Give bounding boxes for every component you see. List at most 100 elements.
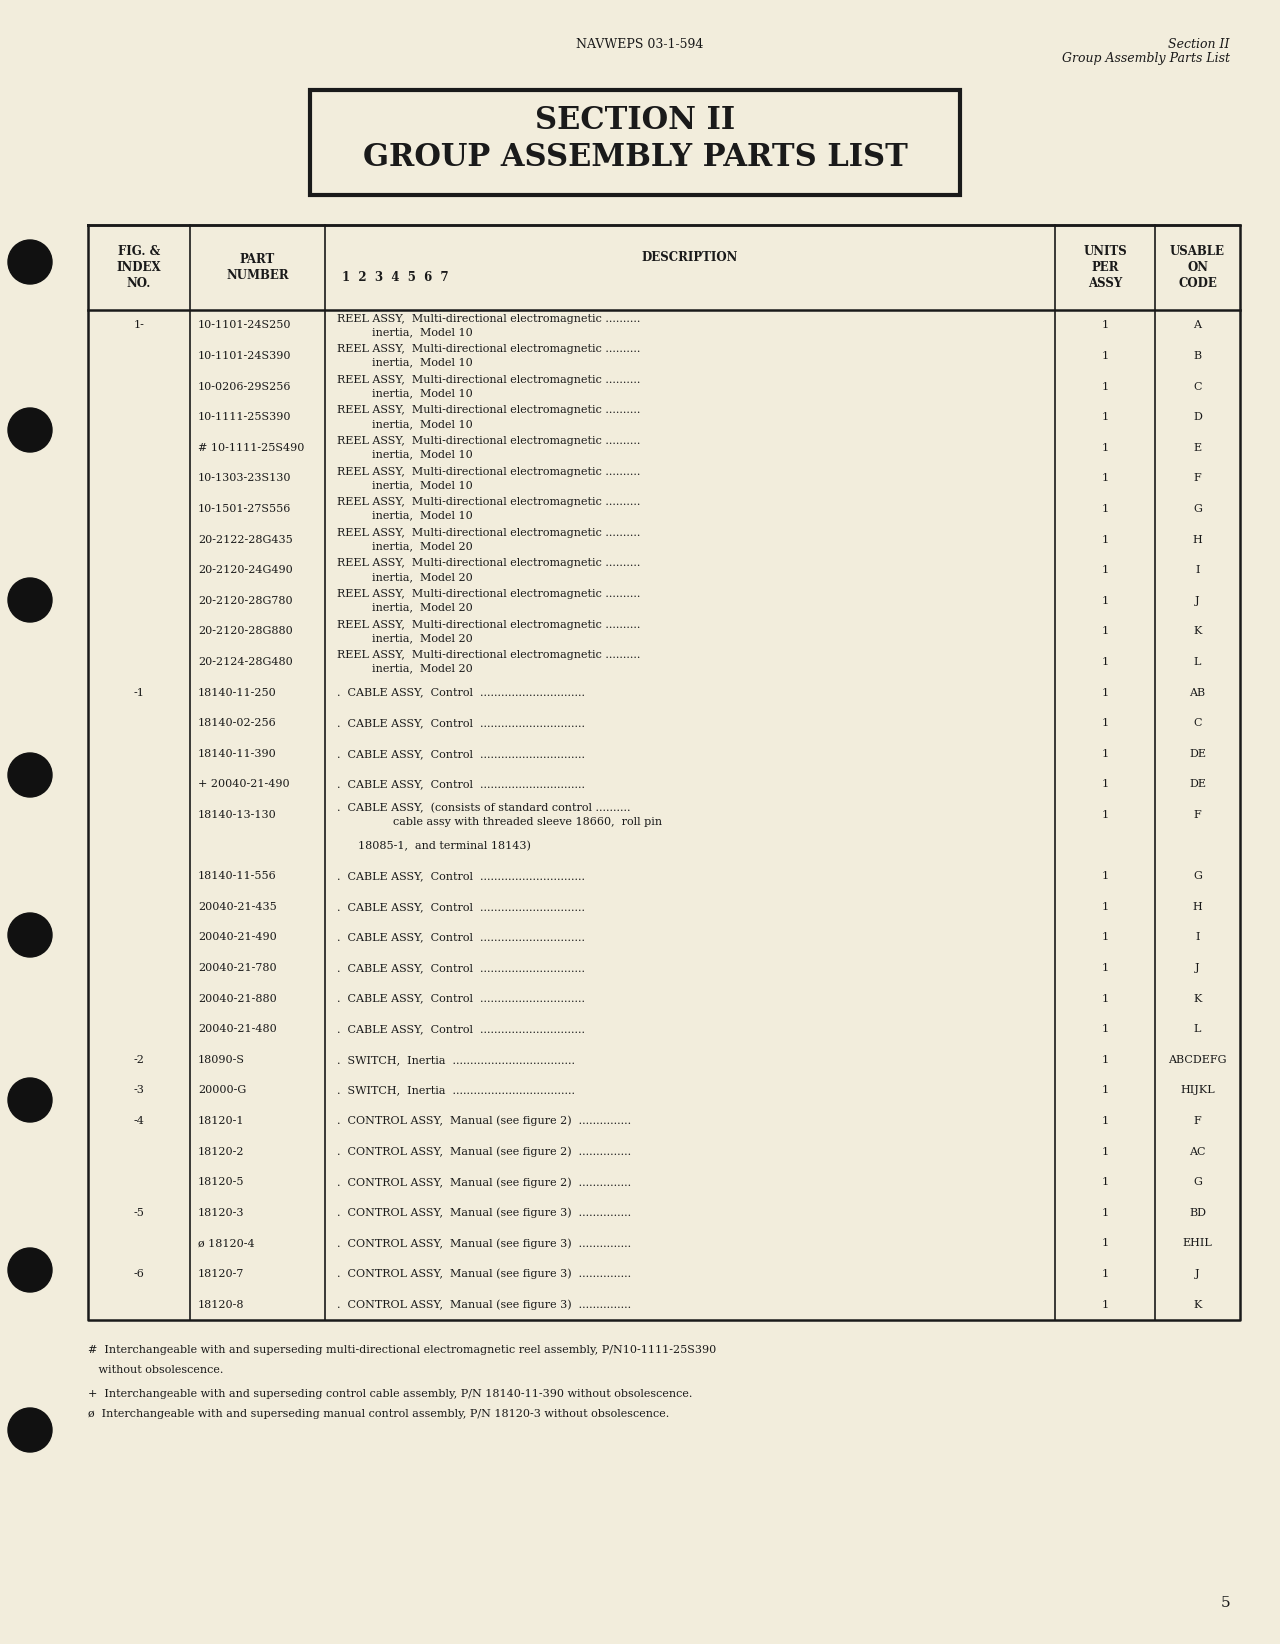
Text: 1: 1 — [1101, 321, 1108, 330]
Text: 1: 1 — [1101, 1300, 1108, 1310]
Text: GROUP ASSEMBLY PARTS LIST: GROUP ASSEMBLY PARTS LIST — [362, 141, 908, 173]
Text: K: K — [1193, 1300, 1202, 1310]
Text: 18140-02-256: 18140-02-256 — [198, 718, 276, 728]
Text: # 10-1111-25S490: # 10-1111-25S490 — [198, 442, 305, 452]
Text: 1: 1 — [1101, 1177, 1108, 1187]
Text: 18140-11-250: 18140-11-250 — [198, 687, 276, 697]
Text: H: H — [1193, 903, 1202, 912]
Text: inertia,  Model 20: inertia, Model 20 — [372, 541, 472, 551]
Text: F: F — [1194, 1116, 1202, 1126]
Text: .  CABLE ASSY,  Control  ..............................: . CABLE ASSY, Control ..................… — [337, 963, 585, 973]
Text: 18085-1,  and terminal 18143): 18085-1, and terminal 18143) — [337, 840, 531, 852]
Text: inertia,  Model 10: inertia, Model 10 — [372, 480, 472, 490]
Text: J: J — [1196, 595, 1199, 605]
Text: -3: -3 — [133, 1085, 145, 1095]
Text: .  CABLE ASSY,  Control  ..............................: . CABLE ASSY, Control ..................… — [337, 687, 585, 697]
Text: inertia,  Model 10: inertia, Model 10 — [372, 419, 472, 429]
Text: 18120-2: 18120-2 — [198, 1146, 244, 1157]
Text: 1-: 1- — [133, 321, 145, 330]
Text: 1: 1 — [1101, 505, 1108, 515]
Text: .  CONTROL ASSY,  Manual (see figure 3)  ...............: . CONTROL ASSY, Manual (see figure 3) ..… — [337, 1208, 631, 1218]
Text: REEL ASSY,  Multi-directional electromagnetic ..........: REEL ASSY, Multi-directional electromagn… — [337, 436, 640, 446]
Circle shape — [8, 240, 52, 284]
Text: F: F — [1194, 810, 1202, 820]
Text: 20-2120-28G780: 20-2120-28G780 — [198, 595, 293, 605]
Text: inertia,  Model 20: inertia, Model 20 — [372, 664, 472, 674]
Text: G: G — [1193, 1177, 1202, 1187]
Text: -6: -6 — [133, 1269, 145, 1279]
Text: 5: 5 — [1220, 1596, 1230, 1609]
Text: .  CONTROL ASSY,  Manual (see figure 3)  ...............: . CONTROL ASSY, Manual (see figure 3) ..… — [337, 1238, 631, 1249]
Circle shape — [8, 408, 52, 452]
Text: J: J — [1196, 1269, 1199, 1279]
Text: PER: PER — [1092, 261, 1119, 275]
Text: 20000-G: 20000-G — [198, 1085, 246, 1095]
Text: 10-0206-29S256: 10-0206-29S256 — [198, 381, 292, 391]
Circle shape — [8, 912, 52, 957]
Text: 1: 1 — [1101, 1208, 1108, 1218]
Text: .  SWITCH,  Inertia  ...................................: . SWITCH, Inertia ......................… — [337, 1085, 575, 1095]
Text: .  CABLE ASSY,  Control  ..............................: . CABLE ASSY, Control ..................… — [337, 993, 585, 1003]
Text: + 20040-21-490: + 20040-21-490 — [198, 779, 289, 789]
Circle shape — [8, 1248, 52, 1292]
Text: #  Interchangeable with and superseding multi-directional electromagnetic reel a: # Interchangeable with and superseding m… — [88, 1345, 717, 1355]
Text: without obsolescence.: without obsolescence. — [88, 1365, 224, 1374]
Text: .  SWITCH,  Inertia  ...................................: . SWITCH, Inertia ......................… — [337, 1055, 575, 1065]
Text: K: K — [1193, 626, 1202, 636]
Text: 1: 1 — [1101, 1085, 1108, 1095]
Text: .  CABLE ASSY,  (consists of standard control ..........: . CABLE ASSY, (consists of standard cont… — [337, 804, 631, 814]
Text: 18140-11-390: 18140-11-390 — [198, 748, 276, 760]
Text: REEL ASSY,  Multi-directional electromagnetic ..........: REEL ASSY, Multi-directional electromagn… — [337, 620, 640, 630]
Text: 10-1101-24S250: 10-1101-24S250 — [198, 321, 292, 330]
Text: HIJKL: HIJKL — [1180, 1085, 1215, 1095]
Text: L: L — [1194, 1024, 1201, 1034]
Text: .  CABLE ASSY,  Control  ..............................: . CABLE ASSY, Control ..................… — [337, 871, 585, 881]
Text: BD: BD — [1189, 1208, 1206, 1218]
Text: NO.: NO. — [127, 276, 151, 289]
Text: .  CABLE ASSY,  Control  ..............................: . CABLE ASSY, Control ..................… — [337, 748, 585, 760]
Text: 1: 1 — [1101, 810, 1108, 820]
Text: REEL ASSY,  Multi-directional electromagnetic ..........: REEL ASSY, Multi-directional electromagn… — [337, 344, 640, 353]
Text: AB: AB — [1189, 687, 1206, 697]
Text: E: E — [1193, 442, 1202, 452]
Text: 1: 1 — [1101, 413, 1108, 423]
Text: +  Interchangeable with and superseding control cable assembly, P/N 18140-11-390: + Interchangeable with and superseding c… — [88, 1389, 692, 1399]
Text: REEL ASSY,  Multi-directional electromagnetic ..........: REEL ASSY, Multi-directional electromagn… — [337, 314, 640, 324]
Text: I: I — [1196, 932, 1199, 942]
Text: 1: 1 — [1101, 381, 1108, 391]
Circle shape — [8, 753, 52, 797]
Text: .  CABLE ASSY,  Control  ..............................: . CABLE ASSY, Control ..................… — [337, 903, 585, 912]
Text: CODE: CODE — [1178, 276, 1217, 289]
Text: FIG. &: FIG. & — [118, 245, 160, 258]
Text: I: I — [1196, 566, 1199, 575]
Text: 10-1501-27S556: 10-1501-27S556 — [198, 505, 292, 515]
Text: 18090-S: 18090-S — [198, 1055, 244, 1065]
Text: 1: 1 — [1101, 1116, 1108, 1126]
Text: inertia,  Model 20: inertia, Model 20 — [372, 633, 472, 643]
Text: Section II: Section II — [1169, 38, 1230, 51]
Text: DESCRIPTION: DESCRIPTION — [641, 252, 739, 265]
Text: ASSY: ASSY — [1088, 276, 1123, 289]
Text: INDEX: INDEX — [116, 261, 161, 275]
Text: 18140-13-130: 18140-13-130 — [198, 810, 276, 820]
Text: .  CONTROL ASSY,  Manual (see figure 2)  ...............: . CONTROL ASSY, Manual (see figure 2) ..… — [337, 1146, 631, 1157]
Text: 1: 1 — [1101, 566, 1108, 575]
Text: 1: 1 — [1101, 595, 1108, 605]
Text: C: C — [1193, 718, 1202, 728]
Text: .  CABLE ASSY,  Control  ..............................: . CABLE ASSY, Control ..................… — [337, 718, 585, 728]
Text: DE: DE — [1189, 748, 1206, 760]
Text: -5: -5 — [133, 1208, 145, 1218]
Text: REEL ASSY,  Multi-directional electromagnetic ..........: REEL ASSY, Multi-directional electromagn… — [337, 375, 640, 385]
Text: 20-2120-24G490: 20-2120-24G490 — [198, 566, 293, 575]
Bar — [310, 90, 960, 196]
Text: A: A — [1193, 321, 1202, 330]
Text: 20040-21-780: 20040-21-780 — [198, 963, 276, 973]
Text: REEL ASSY,  Multi-directional electromagnetic ..........: REEL ASSY, Multi-directional electromagn… — [337, 406, 640, 416]
Text: 10-1303-23S130: 10-1303-23S130 — [198, 473, 292, 483]
Text: ø  Interchangeable with and superseding manual control assembly, P/N 18120-3 wit: ø Interchangeable with and superseding m… — [88, 1409, 669, 1419]
Text: 1: 1 — [1101, 718, 1108, 728]
Text: 1: 1 — [1101, 1146, 1108, 1157]
Text: inertia,  Model 10: inertia, Model 10 — [372, 358, 472, 368]
Text: 1: 1 — [1101, 1238, 1108, 1248]
Text: 1: 1 — [1101, 871, 1108, 881]
